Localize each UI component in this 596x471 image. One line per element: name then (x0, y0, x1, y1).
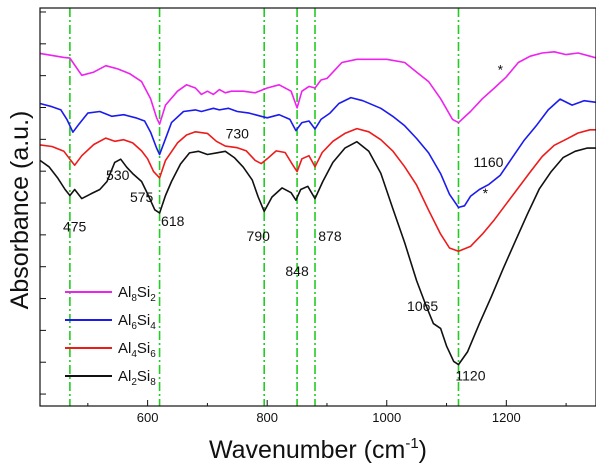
peak-label: 1160 (473, 154, 503, 170)
x-tick-label: 800 (256, 410, 278, 425)
peak-label: 790 (247, 228, 271, 244)
series-line-al4si6 (39, 127, 596, 252)
x-tick-label: 600 (137, 410, 159, 425)
series-layer (39, 51, 596, 366)
y-axis-ticks (40, 11, 46, 395)
series-line-al6si4 (39, 96, 596, 209)
peak-label: 530 (106, 167, 130, 183)
series-line-al2si8 (39, 140, 596, 366)
plot-frame (39, 7, 596, 407)
x-axis-title-main: Wavenumber (cm (209, 436, 405, 464)
peak-label: 575 (130, 189, 154, 205)
legend-label: Al8Si2 (118, 284, 156, 304)
peak-label: 1120 (455, 368, 485, 384)
x-axis-title-close: ) (419, 436, 427, 464)
legend-label: Al2Si8 (118, 368, 156, 388)
peak-label: 475 (63, 219, 87, 235)
legend-label: Al6Si4 (118, 312, 156, 332)
peak-label: 730 (226, 126, 250, 142)
x-axis-title-superscript: -1 (405, 435, 418, 452)
asterisk-marker: * (498, 61, 504, 77)
series-line-al8si2 (39, 51, 596, 125)
peak-label: 618 (161, 213, 185, 229)
legend-label: Al4Si6 (118, 340, 156, 360)
y-axis-title: Absorbance (a.u.) (6, 111, 34, 310)
x-tick-label: 1200 (492, 410, 521, 425)
peak-label: 1065 (407, 298, 438, 314)
peak-label: 878 (318, 228, 342, 244)
x-axis-title: Wavenumber (cm-1) (209, 435, 427, 464)
peak-label: 848 (285, 263, 309, 279)
asterisk-marker: * (483, 185, 489, 201)
legend: Al8Si2 Al6Si4 Al4Si6 Al2Si8 (65, 284, 156, 388)
x-tick-label: 1000 (372, 410, 401, 425)
x-axis-ticks: 600 800 1000 1200 (87, 400, 567, 425)
